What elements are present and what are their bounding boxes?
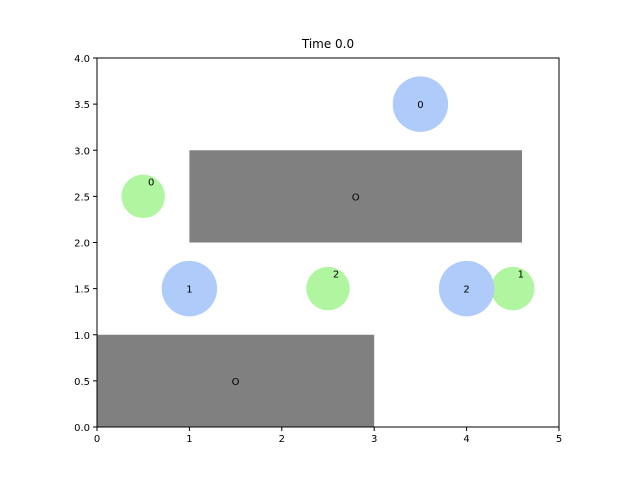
goal-label: 0 [148, 177, 154, 188]
x-tick-label: 3 [371, 434, 377, 445]
y-tick-label: 3.0 [74, 146, 90, 157]
y-tick-label: 1.0 [74, 331, 90, 342]
y-tick-label: 3.5 [74, 100, 90, 111]
agent-marker [438, 260, 495, 317]
agent-label: 1 [186, 285, 192, 296]
agent-label: 2 [463, 285, 469, 296]
x-tick-label: 2 [279, 434, 285, 445]
x-tick-label: 1 [186, 434, 192, 445]
goal-marker [121, 174, 165, 219]
y-tick-label: 2.5 [74, 192, 90, 203]
agent-marker [161, 260, 218, 317]
goal-marker [491, 266, 535, 311]
goal-label: 1 [518, 270, 524, 281]
y-tick-label: 0.5 [74, 377, 90, 388]
plot-area: O O 0 2 1 0 1 2 0 1 2 3 4 5 0.0 0.5 1.0 1.5 2.0 2.5 3.0 3.5 4.… [74, 54, 562, 445]
y-tick-label: 0.0 [74, 423, 90, 434]
goal-label: 2 [333, 270, 339, 281]
obstacle-label: O [232, 377, 240, 388]
obstacle-label: O [352, 192, 360, 203]
y-tick-label: 2.0 [74, 239, 90, 250]
goal-marker [306, 266, 350, 311]
y-tick-label: 1.5 [74, 285, 90, 296]
obstacle-rect [189, 150, 523, 243]
x-tick-label: 4 [463, 434, 469, 445]
agent-marker [392, 76, 449, 132]
y-tick-label: 4.0 [74, 54, 90, 65]
x-tick-label: 0 [94, 434, 100, 445]
chart-title: Time 0.0 [301, 37, 354, 51]
x-tick-label: 5 [556, 434, 562, 445]
obstacle-rect [97, 334, 375, 427]
agent-label: 0 [417, 100, 423, 111]
